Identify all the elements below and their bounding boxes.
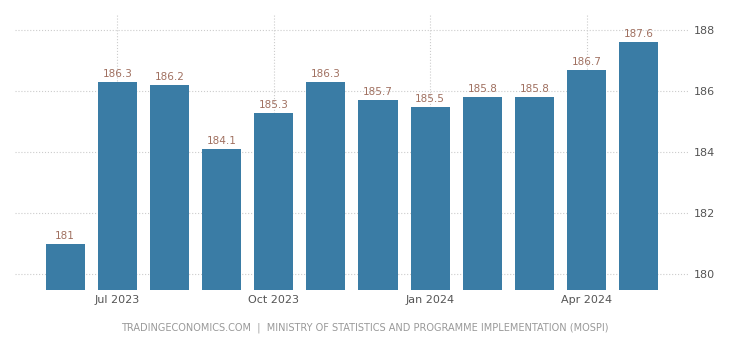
- Text: 186.2: 186.2: [155, 72, 185, 82]
- Text: 185.5: 185.5: [415, 94, 445, 103]
- Bar: [410, 106, 450, 290]
- Bar: [515, 98, 554, 290]
- Text: 181: 181: [55, 231, 75, 241]
- Bar: [567, 70, 606, 290]
- Text: 185.7: 185.7: [363, 87, 393, 98]
- Text: 184.1: 184.1: [207, 136, 237, 146]
- Text: 186.3: 186.3: [102, 69, 132, 79]
- Bar: [202, 149, 241, 290]
- Text: 187.6: 187.6: [623, 30, 653, 39]
- Bar: [463, 98, 502, 290]
- Text: TRADINGECONOMICS.COM  |  MINISTRY OF STATISTICS AND PROGRAMME IMPLEMENTATION (MO: TRADINGECONOMICS.COM | MINISTRY OF STATI…: [121, 323, 609, 333]
- Bar: [98, 82, 137, 290]
- Text: 185.8: 185.8: [520, 84, 550, 95]
- Text: 186.3: 186.3: [311, 69, 341, 79]
- Bar: [358, 101, 398, 290]
- Bar: [150, 85, 189, 290]
- Text: 186.7: 186.7: [572, 57, 602, 67]
- Bar: [254, 113, 293, 290]
- Bar: [46, 244, 85, 290]
- Bar: [307, 82, 345, 290]
- Bar: [619, 42, 658, 290]
- Text: 185.3: 185.3: [259, 100, 288, 109]
- Text: 185.8: 185.8: [467, 84, 497, 95]
